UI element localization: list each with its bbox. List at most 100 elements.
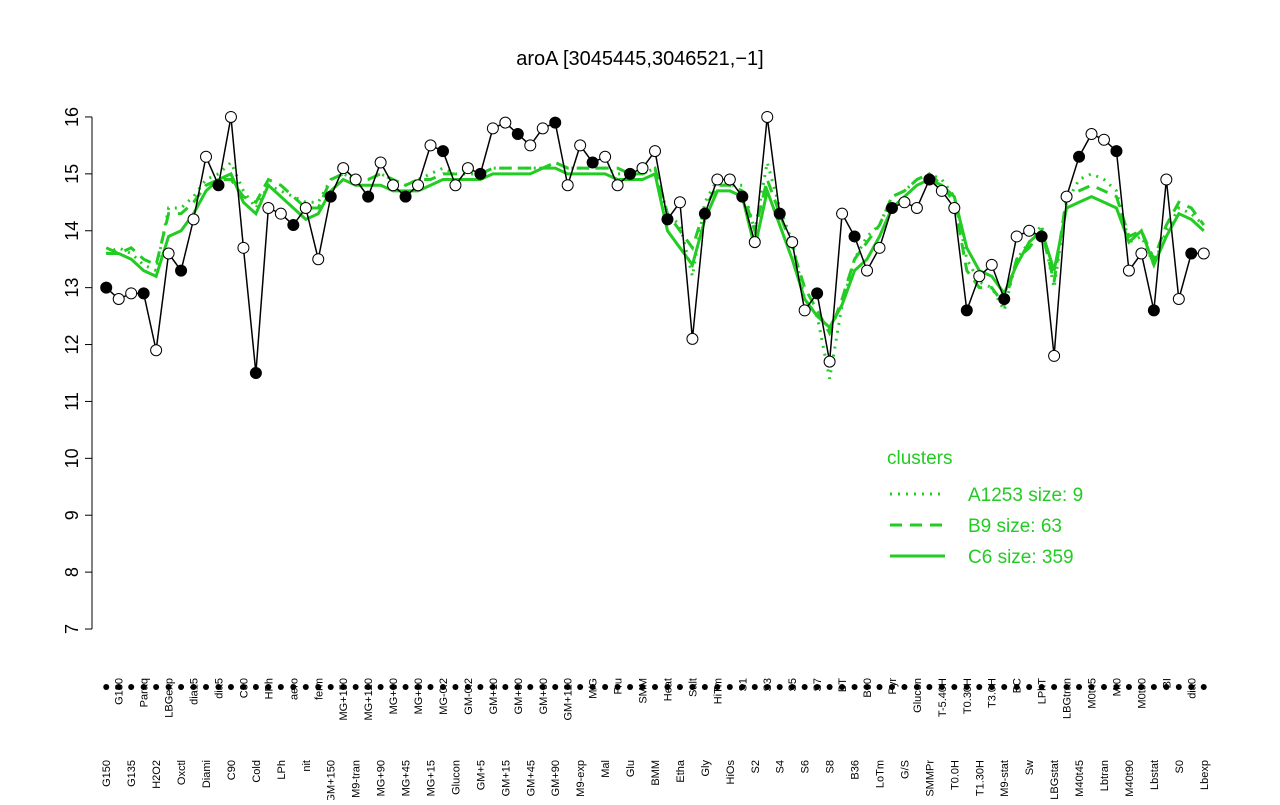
x-tick-label: MG+60 [388,678,400,714]
x-tick [103,684,110,690]
point [274,207,287,220]
x-tick [128,684,135,690]
x-tick [165,684,172,690]
point [511,128,524,141]
x-tick [277,684,284,690]
x-tick [652,684,658,690]
point [561,179,574,192]
x-tick-label: LPhT [1037,678,1049,705]
point [449,179,462,192]
x-tick-label: LBGtran [1062,678,1074,719]
point [1160,173,1173,186]
point [150,344,163,357]
x-tick [1125,684,1132,690]
x-tick [1013,684,1020,690]
point [1085,128,1098,141]
point [387,179,400,192]
x-tick-label: LoTm [874,760,886,788]
x-tick [265,684,272,690]
point [1073,150,1086,163]
x-tick [577,684,584,690]
point [524,139,537,152]
x-tick [439,684,446,690]
point [249,366,262,379]
x-tick-label: M40t90 [1124,760,1136,797]
y-tick-label: 11 [62,392,82,411]
x-tick [751,684,758,690]
x-tick-label: HiTm [712,678,724,704]
x-tick [1063,684,1070,690]
legend-label: B9 size: 63 [968,516,1062,537]
point [287,219,300,232]
point [611,179,624,192]
cluster-line [106,166,1205,330]
point [649,145,661,158]
point [1035,230,1048,243]
x-tick-label: GM+150 [326,760,338,800]
point [948,201,961,214]
x-tick-label: GM-0.2 [463,678,475,715]
x-tick-label: M9-exp [575,760,587,797]
x-tick [689,684,696,690]
x-tick [1088,684,1095,690]
point [1097,133,1110,146]
point [811,287,824,300]
point [998,293,1011,306]
x-tick [988,684,995,690]
x-tick-label: S3 [762,678,774,691]
point [324,190,337,203]
x-tick-label: LBGexp [164,678,176,718]
x-tick-label: BI [1161,678,1173,688]
point [399,190,412,203]
x-tick [153,684,160,690]
x-tick [676,684,683,690]
y-tick-label: 8 [62,567,82,577]
point [1023,224,1036,237]
point [224,110,237,123]
point [1048,349,1061,362]
x-tick-label: M0t45 [1087,678,1099,709]
x-tick-label: S1 [737,678,749,691]
point [574,139,587,152]
x-tick [302,684,309,690]
x-tick [539,684,546,690]
chart-title: aroA [3045445,3046521,−1] [516,48,763,70]
x-tick-label: MG+150 [338,678,350,721]
x-tick [864,684,871,690]
point [187,213,200,226]
x-tick-label: M40t45 [1074,760,1086,797]
x-tick [427,684,434,690]
point [100,281,113,294]
x-tick-label: Oxctl [176,760,188,785]
x-tick-label: Diami [201,760,213,788]
y-tick-label: 13 [62,278,82,298]
x-tick [1026,684,1033,690]
x-tick [240,684,247,690]
x-tick [726,684,733,690]
x-tick-label: T1.30H [974,760,986,796]
point [312,253,325,266]
x-tick-label: M0t90 [1136,678,1148,709]
point [923,173,936,186]
x-tick [839,684,846,690]
x-tick-label: nit [301,760,313,772]
point [125,287,138,300]
x-tick-label: Mal [600,760,612,778]
x-tick-label: S8 [825,760,837,773]
x-tick [402,684,409,690]
x-tick [1138,684,1145,690]
x-tick-label: GM+90 [550,760,562,796]
x-tick [115,684,122,690]
x-tick [203,684,210,690]
point [499,116,512,129]
x-tick-label: dia15 [189,678,201,705]
x-tick-label: S7 [812,678,824,691]
x-tick-label: Pyr [887,678,899,695]
point [985,258,998,271]
x-tick-label: MG+30 [413,678,425,714]
x-tick [776,684,783,690]
x-tick [377,684,384,690]
x-tick [938,684,945,690]
x-tick-label: H2O2 [151,760,163,789]
x-tick [1076,684,1083,690]
